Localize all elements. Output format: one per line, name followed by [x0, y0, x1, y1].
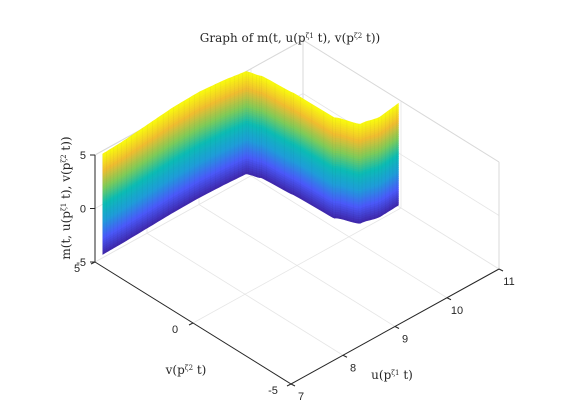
x-tick [446, 297, 452, 301]
z-tick-label: -5 [76, 257, 86, 269]
y-tick-label: 0 [172, 324, 178, 336]
grid-line-z [302, 93, 500, 216]
x-tick [498, 268, 504, 272]
y-tick [286, 383, 292, 387]
y-tick [188, 322, 194, 326]
x-tick [290, 383, 296, 387]
y-tick-label: -5 [268, 385, 278, 397]
x-tick-label: 10 [451, 305, 463, 317]
box-edge [302, 39, 500, 163]
z-axis-label: m(t, u(pζ1​ t), v(pζ2​ t)) [59, 136, 73, 259]
x-tick-label: 9 [402, 334, 408, 346]
surface-band [102, 71, 399, 157]
y-tick-label: 5 [74, 263, 80, 275]
z-tick-label: 0 [80, 204, 86, 216]
x-tick-label: 8 [350, 362, 356, 374]
x-axis-label: u(pζ1​ t) [371, 368, 413, 382]
x-tick-label: 7 [298, 391, 304, 403]
x-tick [342, 354, 348, 358]
surface-plot [102, 71, 399, 255]
z-tick-label: 5 [80, 150, 86, 162]
x-tick-label: 11 [503, 276, 514, 288]
x-tick [394, 326, 400, 329]
grid-line-y [192, 207, 402, 324]
y-axis-label: v(pζ2​ t) [165, 363, 207, 377]
axis-labels: Graph of m(t, u(pζ1​ t), v(pζ2​ t)) u(pζ… [59, 31, 413, 382]
chart-title: Graph of m(t, u(pζ1​ t), v(pζ2​ t)) [200, 31, 380, 45]
